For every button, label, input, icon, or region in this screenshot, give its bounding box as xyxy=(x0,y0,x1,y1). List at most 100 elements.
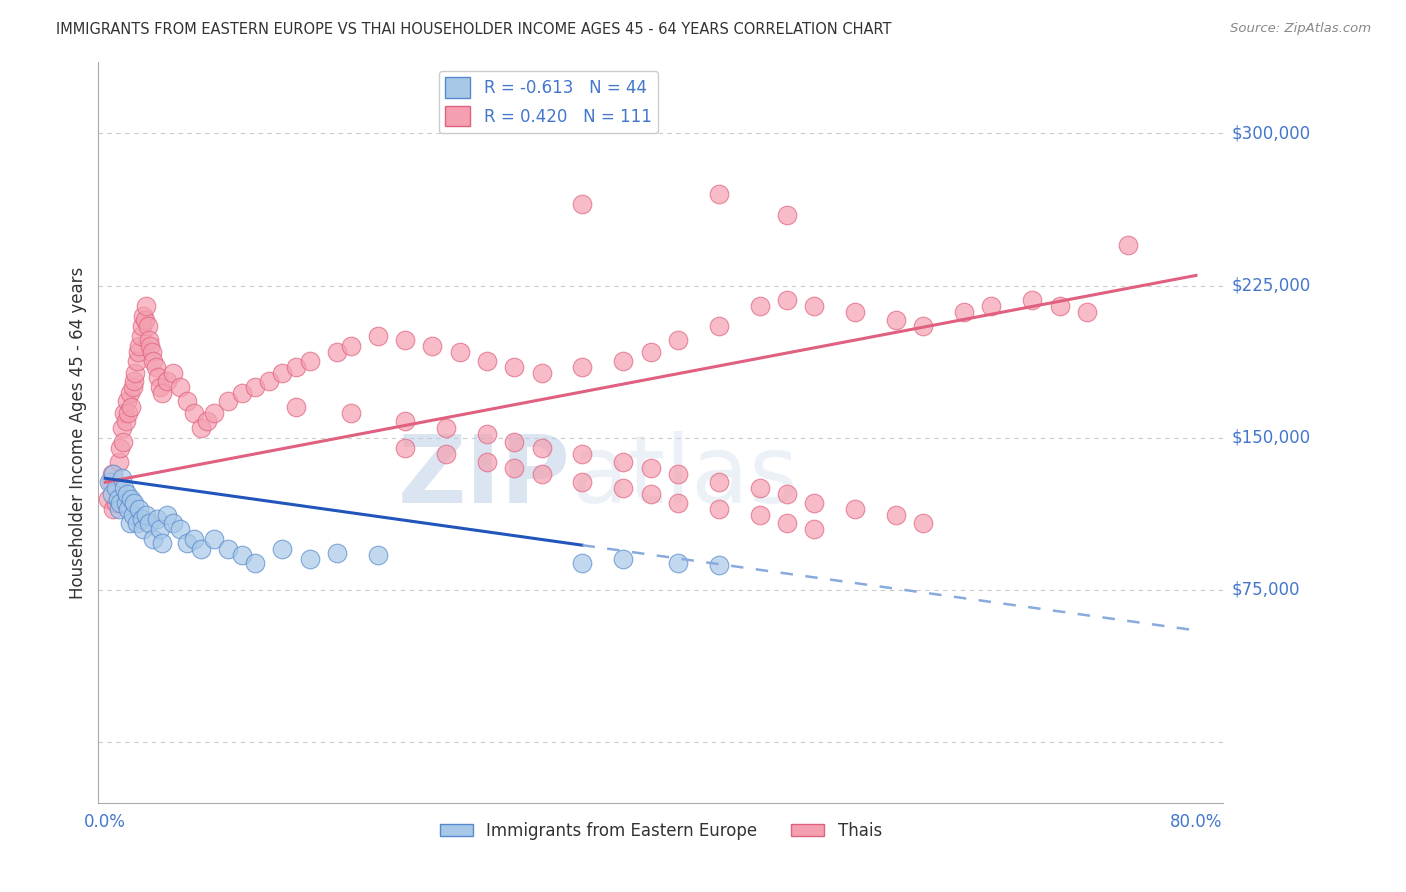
Point xyxy=(103,501,125,516)
Point xyxy=(162,516,184,530)
Point xyxy=(394,414,416,428)
Text: atlas: atlas xyxy=(571,431,799,523)
Point xyxy=(128,501,150,516)
Point xyxy=(326,546,349,560)
Point xyxy=(285,401,308,415)
Point xyxy=(571,359,593,374)
Point xyxy=(141,345,163,359)
Point xyxy=(612,552,634,566)
Point xyxy=(131,512,153,526)
Point xyxy=(135,508,157,522)
Text: $75,000: $75,000 xyxy=(1232,581,1301,599)
Point xyxy=(136,319,159,334)
Point xyxy=(169,522,191,536)
Point xyxy=(640,461,662,475)
Point xyxy=(953,305,976,319)
Point xyxy=(707,319,730,334)
Point xyxy=(127,345,149,359)
Point xyxy=(176,536,198,550)
Point xyxy=(912,319,935,334)
Point xyxy=(97,491,120,506)
Point xyxy=(103,467,125,482)
Point xyxy=(111,434,134,449)
Point xyxy=(503,434,526,449)
Text: $225,000: $225,000 xyxy=(1232,277,1310,294)
Point xyxy=(117,501,139,516)
Point xyxy=(112,482,135,496)
Point xyxy=(121,380,143,394)
Point xyxy=(394,334,416,348)
Point xyxy=(155,374,177,388)
Point xyxy=(124,366,146,380)
Point xyxy=(844,305,866,319)
Point xyxy=(110,441,132,455)
Point xyxy=(257,374,280,388)
Point xyxy=(912,516,935,530)
Point xyxy=(1076,305,1098,319)
Point xyxy=(146,512,169,526)
Point xyxy=(776,208,799,222)
Point xyxy=(138,516,160,530)
Point xyxy=(183,406,205,420)
Point xyxy=(155,508,177,522)
Point xyxy=(707,187,730,202)
Point xyxy=(803,299,825,313)
Point xyxy=(231,386,253,401)
Point xyxy=(110,420,132,434)
Point xyxy=(776,487,799,501)
Point xyxy=(475,455,498,469)
Point xyxy=(120,491,142,506)
Point xyxy=(217,542,239,557)
Point xyxy=(114,495,136,509)
Point xyxy=(134,313,156,327)
Point xyxy=(530,467,553,482)
Point xyxy=(475,353,498,368)
Point xyxy=(640,345,662,359)
Point xyxy=(112,406,135,420)
Point xyxy=(422,339,444,353)
Point xyxy=(666,334,689,348)
Point xyxy=(776,293,799,307)
Point xyxy=(128,339,150,353)
Point xyxy=(148,369,170,384)
Point xyxy=(125,353,148,368)
Point xyxy=(707,475,730,490)
Point xyxy=(142,353,165,368)
Point xyxy=(980,299,1002,313)
Point xyxy=(612,353,634,368)
Point xyxy=(1021,293,1043,307)
Point xyxy=(101,487,124,501)
Point xyxy=(108,501,131,516)
Point xyxy=(115,394,138,409)
Point xyxy=(132,309,155,323)
Point xyxy=(176,394,198,409)
Point xyxy=(125,516,148,530)
Point xyxy=(105,482,128,496)
Point xyxy=(114,414,136,428)
Legend: Immigrants from Eastern Europe, Thais: Immigrants from Eastern Europe, Thais xyxy=(433,815,889,847)
Point xyxy=(131,319,153,334)
Point xyxy=(107,482,129,496)
Point xyxy=(245,380,267,394)
Y-axis label: Householder Income Ages 45 - 64 years: Householder Income Ages 45 - 64 years xyxy=(69,267,87,599)
Point xyxy=(707,558,730,573)
Point xyxy=(100,475,122,490)
Point xyxy=(571,475,593,490)
Point xyxy=(120,401,142,415)
Point xyxy=(666,467,689,482)
Point xyxy=(139,339,162,353)
Point xyxy=(803,522,825,536)
Point xyxy=(884,508,907,522)
Point xyxy=(298,552,321,566)
Point xyxy=(707,501,730,516)
Point xyxy=(367,549,389,563)
Point xyxy=(844,501,866,516)
Point xyxy=(110,471,132,485)
Point xyxy=(1116,238,1139,252)
Point xyxy=(503,359,526,374)
Point xyxy=(748,508,770,522)
Point xyxy=(118,516,141,530)
Text: $300,000: $300,000 xyxy=(1232,124,1310,143)
Point xyxy=(666,495,689,509)
Point xyxy=(149,522,172,536)
